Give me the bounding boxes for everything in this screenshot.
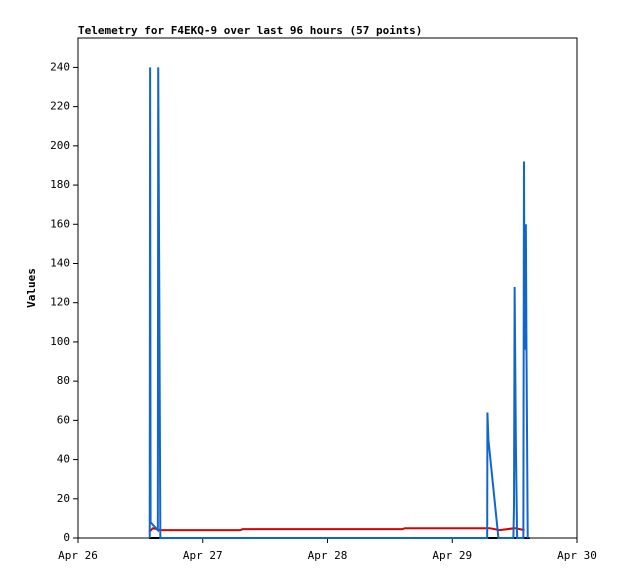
x-tick-label: Apr 27 — [183, 549, 223, 562]
x-tick-label: Apr 29 — [432, 549, 472, 562]
y-tick-label: 40 — [57, 453, 70, 466]
y-tick-label: 20 — [57, 492, 70, 505]
y-tick-label: 160 — [50, 217, 70, 230]
y-tick-label: 200 — [50, 139, 70, 152]
y-tick-label: 60 — [57, 413, 70, 426]
y-tick-label: 100 — [50, 335, 70, 348]
series-line — [148, 527, 525, 533]
y-tick-label: 80 — [57, 374, 70, 387]
y-axis-label: Values — [25, 268, 38, 308]
y-tick-label: 0 — [63, 531, 70, 544]
y-tick-label: 180 — [50, 178, 70, 191]
y-tick-label: 140 — [50, 256, 70, 269]
y-tick-label: 120 — [50, 296, 70, 309]
chart-title: Telemetry for F4EKQ-9 over last 96 hours… — [78, 24, 422, 37]
x-tick-label: Apr 28 — [308, 549, 348, 562]
plot-frame — [77, 37, 578, 539]
series-line — [148, 67, 529, 539]
y-tick-label: 220 — [50, 100, 70, 113]
x-tick-label: Apr 30 — [557, 549, 597, 562]
y-tick-label: 240 — [50, 60, 70, 73]
x-tick-label: Apr 26 — [58, 549, 98, 562]
